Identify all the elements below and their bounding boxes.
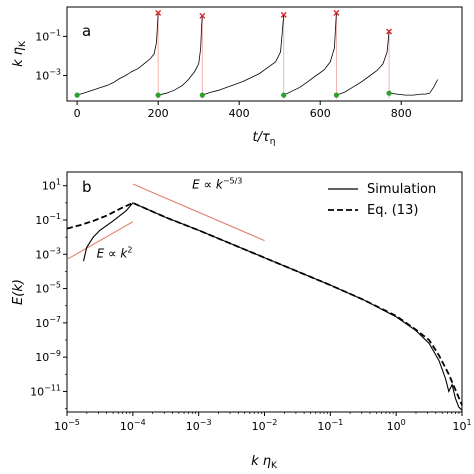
panel-b-y-tick-label: 101 bbox=[42, 178, 61, 193]
panel-a-x-ticks: 0 200 400 600 800 bbox=[74, 101, 412, 120]
panel-a-end-marker bbox=[280, 11, 287, 18]
panel-b-series bbox=[66, 201, 463, 411]
panel-a-frame bbox=[66, 6, 463, 102]
panel-a-letter: a bbox=[82, 22, 91, 40]
panel-b-x-tick-label: 100 bbox=[387, 418, 406, 433]
series-simulation-line bbox=[82, 202, 463, 411]
panel-b-y-tick-label: 10−5 bbox=[35, 281, 61, 296]
panel-a-start-marker bbox=[333, 92, 340, 98]
panel-b-reference-line bbox=[132, 183, 265, 242]
panel-b-y-tick-label: 10−11 bbox=[30, 383, 61, 398]
panel-b-y-tick-label: 10−1 bbox=[35, 212, 61, 227]
legend-simulation-label: Simulation bbox=[367, 182, 436, 197]
panel-b-x-tick-label: 10−2 bbox=[252, 418, 278, 433]
panel-b-x-tick-label: 10−4 bbox=[120, 418, 146, 433]
panel-a-start-marker bbox=[386, 90, 392, 96]
panel-b-y-ticks: 10−11 10−9 10−7 10−5 10−3 10−1 101 bbox=[30, 178, 67, 409]
panel-b-legend: Simulation Eq. (13) bbox=[328, 182, 436, 218]
panel-a-x-tick-label: 200 bbox=[148, 107, 169, 120]
panel-a-x-axis-label: t/τη bbox=[252, 130, 275, 147]
panel-b-y-tick-label: 10−9 bbox=[35, 349, 61, 364]
panel-a-start-marker bbox=[281, 92, 287, 98]
panel-b-annotation: E ∝ k2 bbox=[97, 246, 133, 261]
panel-b-letter: b bbox=[82, 178, 92, 196]
panel-b-x-tick-label: 10−1 bbox=[317, 418, 343, 433]
panel-a-x-tick-label: 800 bbox=[391, 107, 412, 120]
panel-a-end-marker bbox=[386, 28, 393, 35]
panel-b-y-tick-label: 10−7 bbox=[35, 315, 61, 330]
panel-b-annotations: E ∝ k−5/3 E ∝ k2 bbox=[97, 176, 243, 260]
panel-a-start-marker bbox=[155, 92, 161, 98]
panel-a: 0 200 400 600 800 10−3 10−1 a t/τη k ηK bbox=[11, 6, 463, 147]
panel-b: 10−5 10−4 10−3 10−2 10−1 100 101 10−11 10−9 10−7… bbox=[11, 171, 472, 471]
panel-a-y-ticks: 10−3 10−1 bbox=[35, 28, 67, 83]
panel-b-x-tick-label: 10−5 bbox=[54, 418, 80, 433]
panel-a-x-tick-label: 600 bbox=[310, 107, 331, 120]
panel-a-x-tick-label: 400 bbox=[229, 107, 250, 120]
panel-b-x-axis-label: k ηK bbox=[251, 454, 278, 471]
panel-a-y-tick-label: 10−1 bbox=[35, 28, 61, 43]
panel-a-trajectory bbox=[74, 9, 439, 99]
panel-b-y-tick-label: 10−3 bbox=[35, 246, 61, 261]
panel-a-end-marker bbox=[333, 9, 340, 16]
panel-a-trajectory-line bbox=[76, 12, 439, 96]
panel-b-x-ticks: 10−5 10−4 10−3 10−2 10−1 100 101 bbox=[54, 412, 472, 433]
panel-a-y-axis-label: k ηK bbox=[11, 40, 28, 67]
panel-a-x-tick-label: 0 bbox=[74, 107, 81, 120]
panel-b-reference-lines bbox=[66, 183, 265, 260]
panel-a-start-marker bbox=[199, 92, 205, 98]
panel-a-start-marker bbox=[74, 92, 80, 98]
panel-b-reference-line bbox=[66, 221, 134, 260]
panel-b-y-axis-label: E(k) bbox=[11, 279, 26, 305]
panel-a-y-tick-label: 10−3 bbox=[35, 68, 61, 83]
legend-eq13-label: Eq. (13) bbox=[367, 203, 418, 218]
series-eq13-line bbox=[66, 201, 463, 406]
panel-b-x-tick-label: 10−3 bbox=[186, 418, 212, 433]
panel-b-annotation: E ∝ k−5/3 bbox=[192, 176, 242, 191]
panel-a-end-marker bbox=[199, 12, 206, 19]
panel-a-end-marker bbox=[155, 9, 162, 16]
panel-b-x-tick-label: 101 bbox=[452, 418, 471, 433]
